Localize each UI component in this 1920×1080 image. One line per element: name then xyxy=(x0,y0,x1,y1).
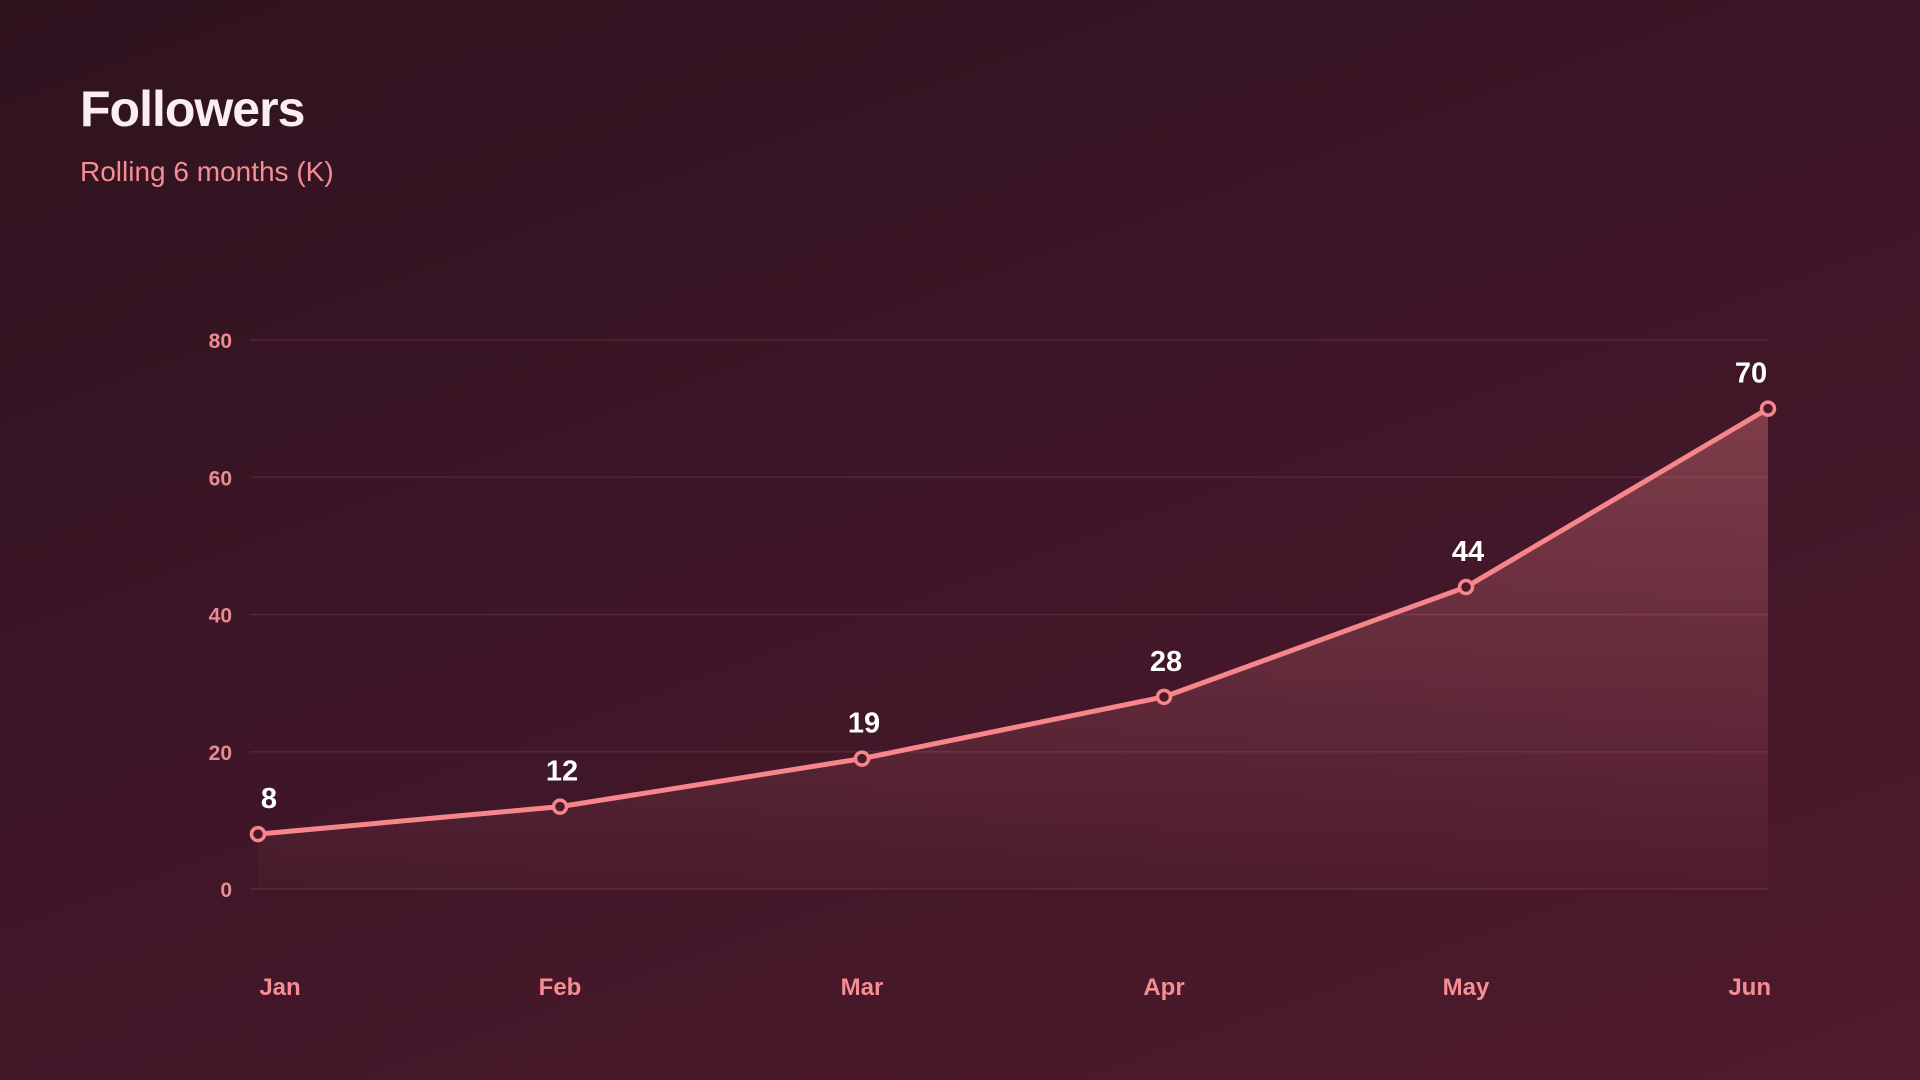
data-point-apr[interactable] xyxy=(1155,688,1173,706)
data-point-jan[interactable] xyxy=(249,825,267,843)
chart-subtitle: Rolling 6 months (K) xyxy=(80,156,334,187)
chart-title: Followers xyxy=(80,81,305,137)
series-area xyxy=(258,408,1768,889)
series-line xyxy=(255,406,1771,837)
x-tick-label-apr: Apr xyxy=(1143,974,1184,1001)
data-point-may[interactable] xyxy=(1457,578,1475,596)
data-label-apr: 28 xyxy=(1150,646,1182,678)
x-tick-label-may: May xyxy=(1443,974,1490,1001)
data-label-jan: 8 xyxy=(261,783,277,815)
data-label-jun: 70 xyxy=(1735,358,1767,390)
x-tick-label-feb: Feb xyxy=(539,974,582,1001)
y-tick-label: 0 xyxy=(220,879,232,902)
data-label-may: 44 xyxy=(1452,536,1484,568)
y-tick-label: 20 xyxy=(209,742,232,765)
data-point-feb[interactable] xyxy=(551,798,569,815)
x-tick-label-jun: Jun xyxy=(1728,974,1771,1001)
y-tick-label: 80 xyxy=(209,330,232,353)
y-tick-label: 60 xyxy=(209,467,232,490)
y-tick-label: 40 xyxy=(209,605,232,628)
x-tick-label-mar: Mar xyxy=(841,974,884,1001)
data-label-feb: 12 xyxy=(546,756,578,788)
data-label-mar: 19 xyxy=(848,708,880,740)
data-point-jun[interactable] xyxy=(1759,400,1777,417)
data-point-mar[interactable] xyxy=(853,750,871,767)
x-tick-label-jan: Jan xyxy=(259,974,300,1001)
